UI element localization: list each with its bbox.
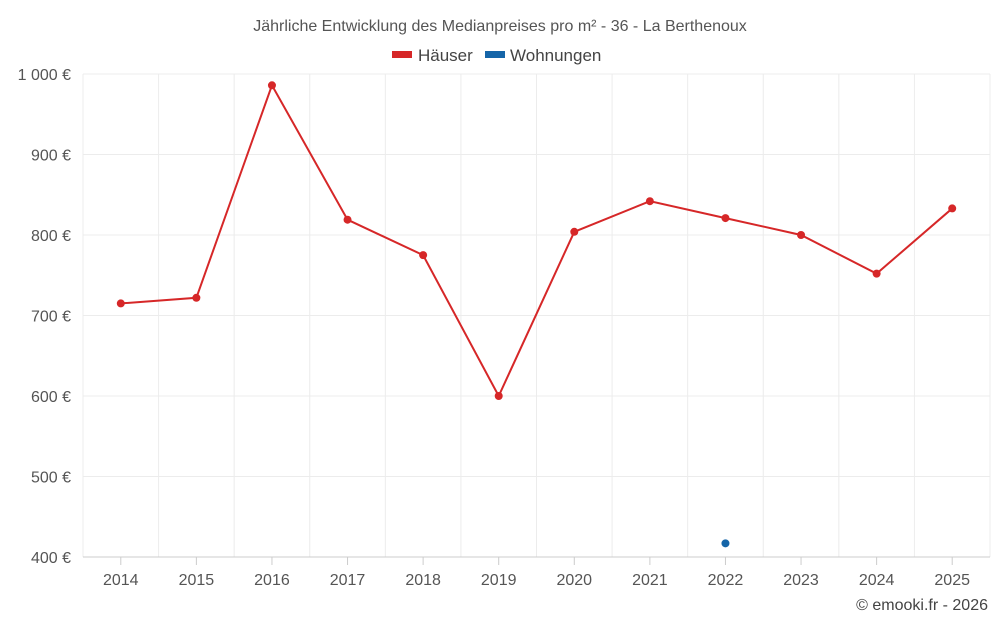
y-tick-label: 500 € [31, 470, 71, 487]
legend-label-wohnungen: Wohnungen [510, 46, 601, 65]
x-tick-label: 2016 [254, 572, 290, 589]
data-point-0-2015[interactable] [192, 293, 201, 302]
legend-swatch-wohnungen [485, 51, 505, 58]
data-point-0-2023[interactable] [797, 231, 806, 239]
x-tick-label: 2022 [708, 572, 744, 589]
x-tick-label: 2021 [632, 572, 668, 589]
data-point-0-2021[interactable] [645, 197, 654, 206]
x-tick-label: 2014 [103, 572, 139, 589]
x-tick-label: 2024 [859, 572, 895, 589]
legend-item-wohnungen[interactable]: Wohnungen [485, 46, 601, 65]
x-tick-label: 2019 [481, 572, 517, 589]
data-point-1-2022[interactable] [721, 539, 730, 548]
legend-item-haeuser[interactable]: Häuser [392, 46, 473, 65]
data-point-0-2018[interactable] [419, 251, 428, 260]
y-tick-label: 1 000 € [18, 67, 71, 84]
data-point-0-2024[interactable] [872, 269, 881, 278]
x-tick-label: 2018 [405, 572, 441, 589]
y-tick-label: 900 € [31, 148, 71, 165]
y-tick-label: 400 € [31, 550, 71, 567]
chart-title: Jährliche Entwicklung des Medianpreises … [253, 18, 747, 35]
x-tick-label: 2023 [783, 572, 819, 589]
data-point-0-2025[interactable] [948, 204, 957, 213]
data-point-0-2020[interactable] [570, 227, 579, 236]
legend-label-haeuser: Häuser [418, 46, 473, 65]
series [116, 81, 957, 548]
x-tick-label: 2015 [179, 572, 215, 589]
credit-text: © emooki.fr - 2026 [856, 597, 988, 614]
x-tick-label: 2017 [330, 572, 366, 589]
y-tick-label: 600 € [31, 389, 71, 406]
data-point-0-2014[interactable] [116, 299, 125, 308]
series-line-0 [120, 82, 953, 399]
data-point-0-2017[interactable] [343, 215, 352, 224]
legend: Häuser Wohnungen [392, 46, 601, 65]
data-point-0-2022[interactable] [721, 214, 730, 223]
y-tick-label: 700 € [31, 309, 71, 326]
legend-swatch-haeuser [392, 51, 412, 58]
data-point-0-2019[interactable] [494, 392, 503, 400]
data-point-0-2016[interactable] [267, 81, 276, 90]
y-axis: 400 € 500 € 600 € 700 € 800 € 900 € 1 000 € [18, 67, 71, 567]
x-tick-label: 2025 [934, 572, 970, 589]
y-tick-label: 800 € [31, 228, 71, 245]
x-axis: 2014 2015 2016 2017 2018 2019 2020 2021 2022 2023… [103, 557, 970, 589]
x-tick-label: 2020 [556, 572, 592, 589]
